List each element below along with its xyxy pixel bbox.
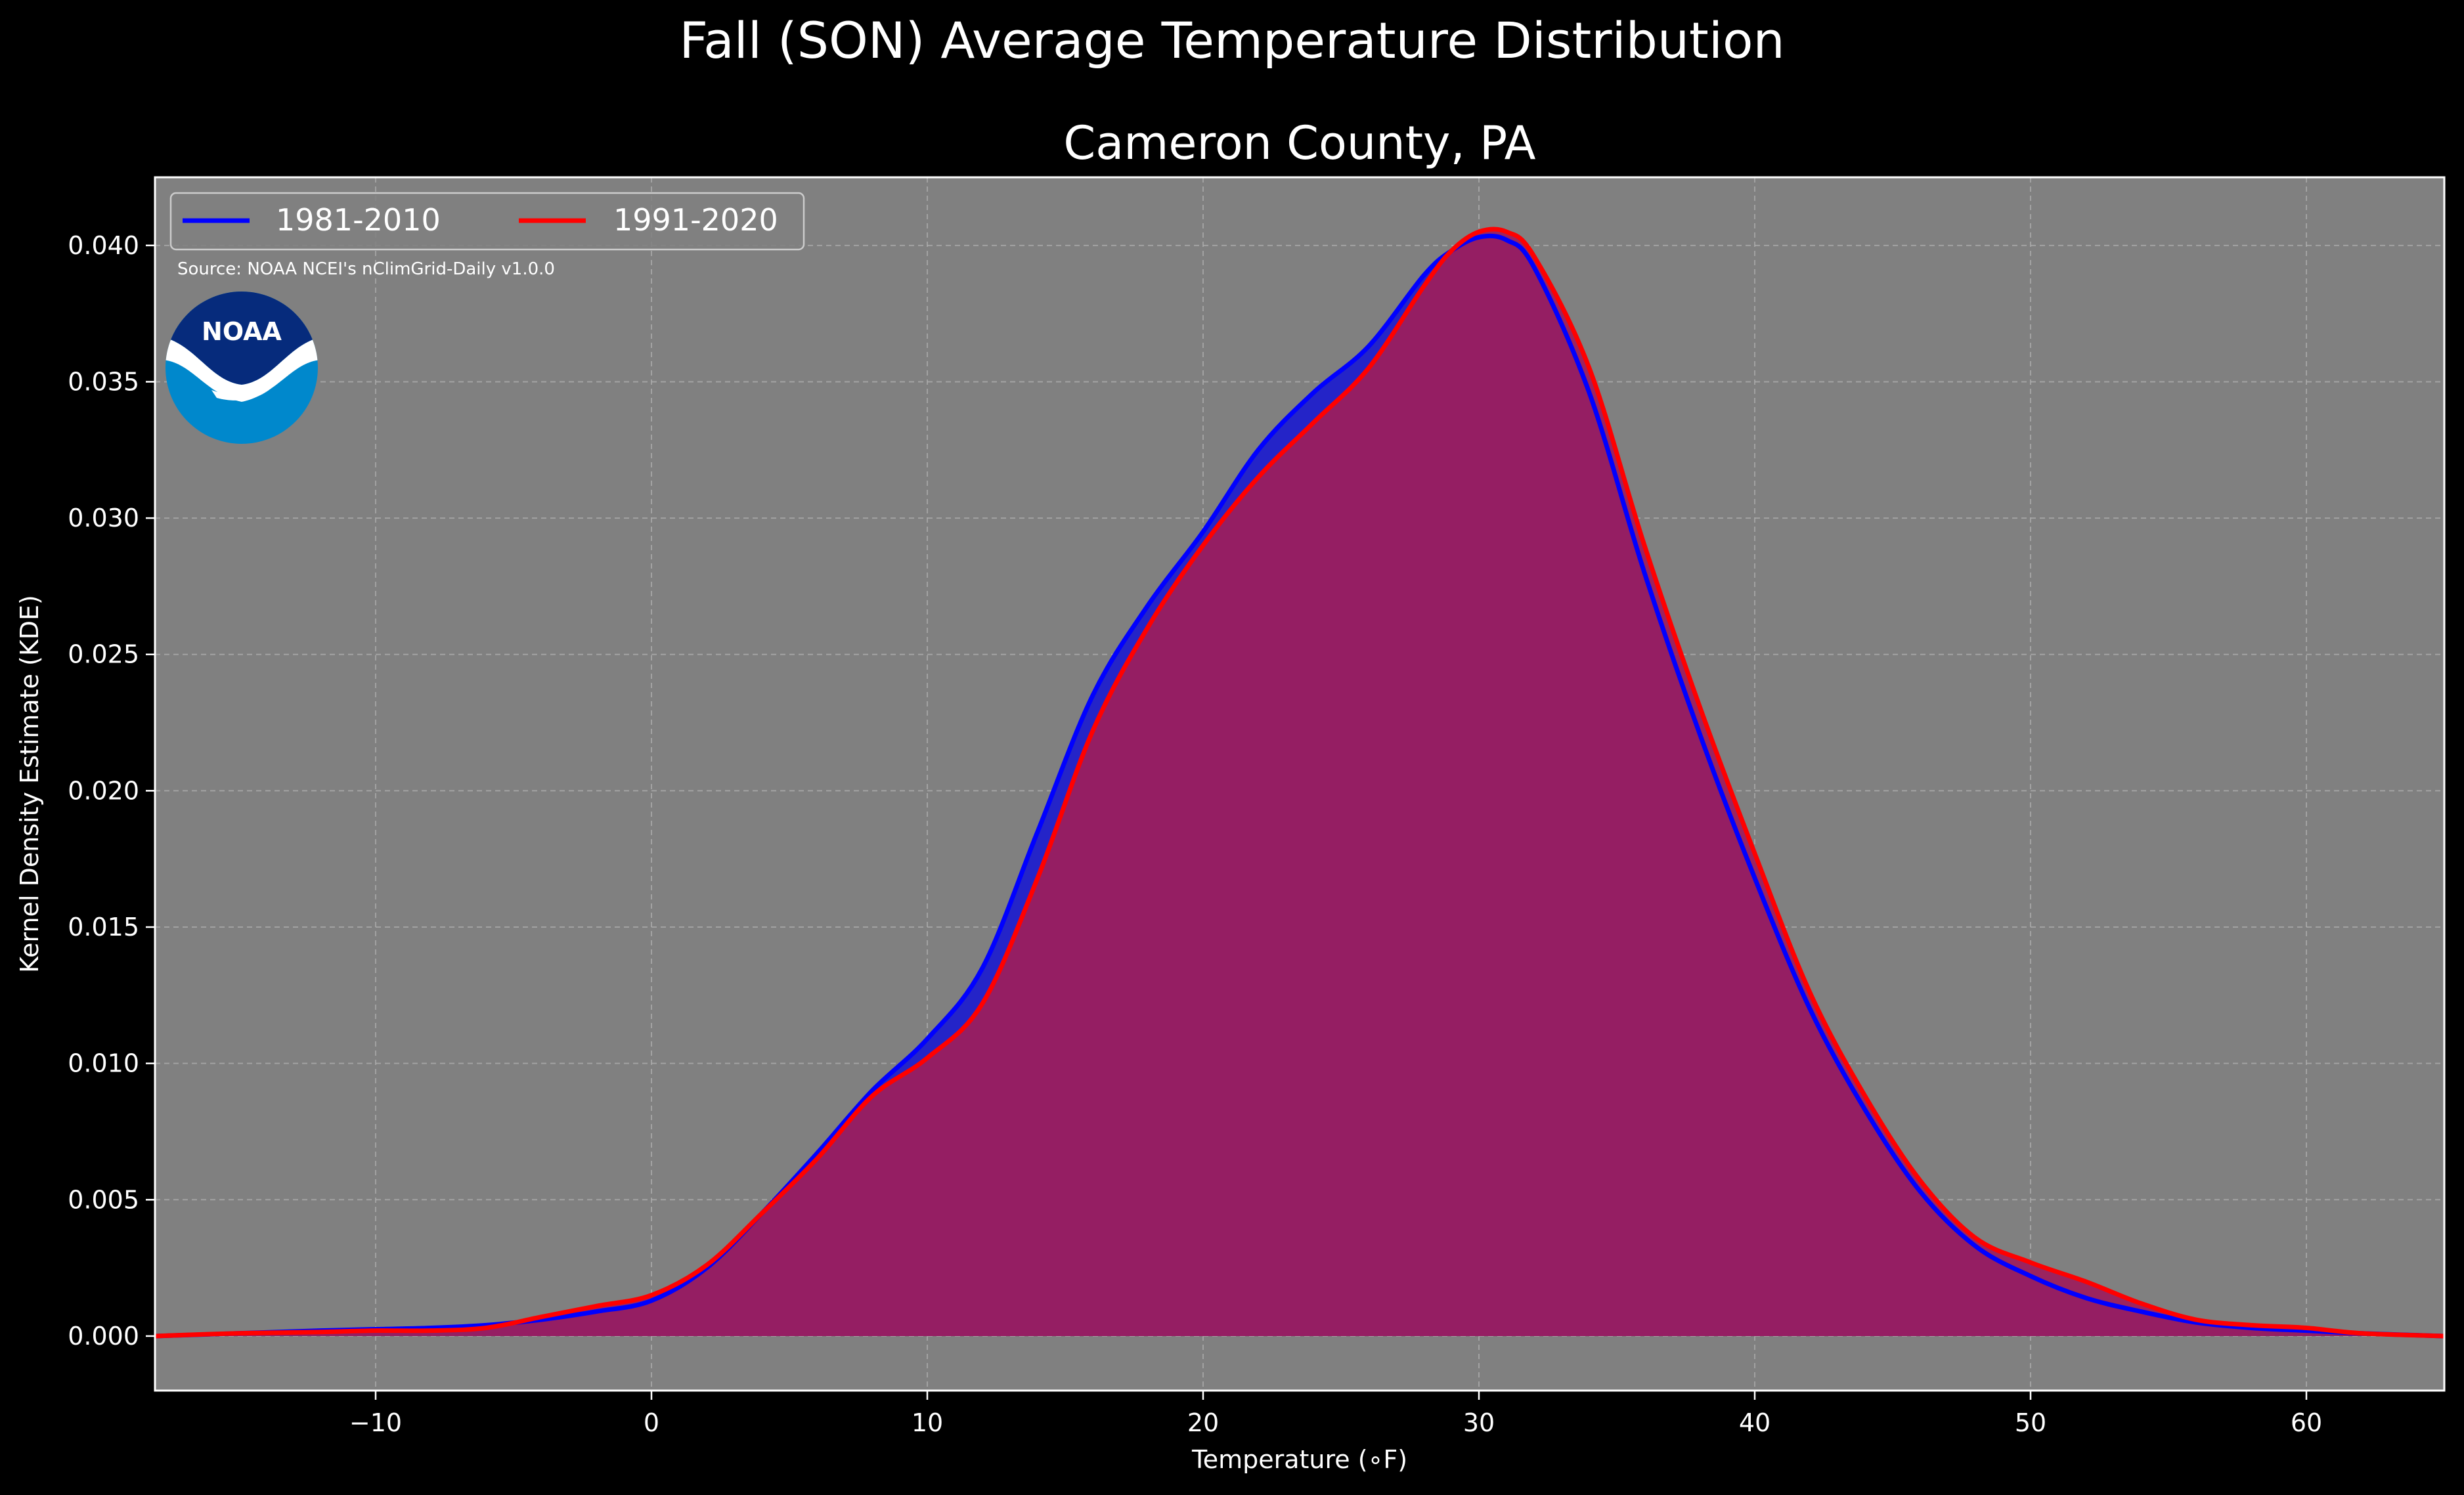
y-tick-label: 0.025 — [68, 640, 139, 669]
series-line-1991-2020 — [155, 227, 2444, 1339]
y-tick-label: 0.015 — [68, 913, 139, 942]
chart-subtitle: Cameron County, PA — [1063, 116, 1535, 170]
y-tick-label: 0.035 — [68, 367, 139, 396]
x-tick-label: 50 — [2015, 1408, 2046, 1437]
noaa-logo: NOAA — [165, 292, 318, 444]
noaa-logo-text: NOAA — [202, 317, 282, 346]
x-tick-label: 20 — [1187, 1408, 1219, 1437]
y-tick-label: 0.030 — [68, 504, 139, 532]
x-tick-label: −10 — [349, 1408, 402, 1437]
legend[interactable]: 1981-2010 1991-2020 — [169, 192, 805, 251]
legend-label-1991-2020: 1991-2020 — [613, 202, 778, 238]
legend-label-1981-2010: 1981-2010 — [276, 202, 441, 238]
series-fills — [155, 228, 2444, 1336]
x-tick-label: 10 — [912, 1408, 943, 1437]
y-tick-label: 0.010 — [68, 1049, 139, 1078]
legend-box — [169, 192, 805, 251]
y-tick-label: 0.000 — [68, 1322, 139, 1351]
series-line-1981-2010 — [155, 233, 2444, 1339]
y-tick-label: 0.005 — [68, 1185, 139, 1214]
x-tick-label: 40 — [1739, 1408, 1771, 1437]
x-axis: −10 0 10 20 30 40 50 60 — [349, 1391, 2322, 1437]
x-tick-label: 0 — [644, 1408, 659, 1437]
source-note: Source: NOAA NCEI's nClimGrid-Daily v1.0… — [177, 259, 555, 279]
x-tick-label: 60 — [2291, 1408, 2322, 1437]
plot-frame — [154, 176, 2446, 1392]
series-lines — [155, 227, 2444, 1339]
x-axis-label: Temperature (∘F) — [1191, 1445, 1407, 1474]
y-tick-label: 0.040 — [68, 231, 139, 260]
y-tick-label: 0.020 — [68, 776, 139, 805]
series-fill-1991-2020 — [155, 228, 2444, 1336]
y-axis-label: Kernel Density Estimate (KDE) — [15, 595, 44, 973]
x-tick-label: 30 — [1463, 1408, 1495, 1437]
y-axis: 0.000 0.005 0.010 0.015 0.020 0.025 0.030 0.035… — [68, 231, 155, 1351]
chart-title: Fall (SON) Average Temperature Distribut… — [679, 11, 1784, 70]
